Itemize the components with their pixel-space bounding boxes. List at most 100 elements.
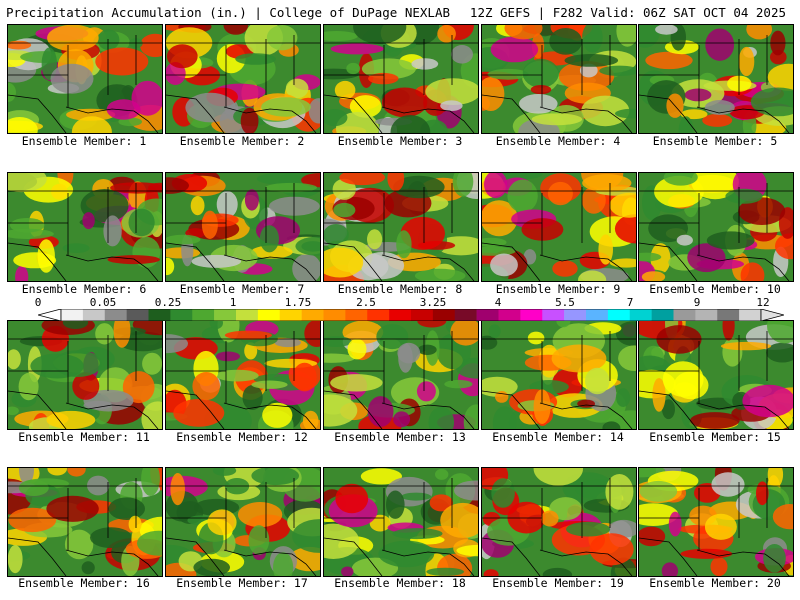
- colorbar-swatch: [367, 309, 390, 321]
- colorbar-swatch: [564, 309, 587, 321]
- precip-field-map: [324, 173, 478, 281]
- colorbar-right-arrow: [760, 309, 784, 321]
- ensemble-member-label: Ensemble Member: 14: [492, 430, 624, 444]
- colorbar-swatch: [82, 309, 106, 321]
- ensemble-member-label: Ensemble Member: 16: [18, 576, 150, 590]
- colorbar-swatch: [739, 309, 762, 321]
- ensemble-map-panel: [481, 467, 637, 577]
- ensemble-map-panel: [323, 172, 479, 282]
- precip-field-map: [482, 25, 636, 133]
- ensemble-member-label: Ensemble Member: 1: [21, 134, 147, 148]
- ensemble-member-label: Ensemble Member: 12: [176, 430, 308, 444]
- run-valid-time: 12Z GEFS | F282 Valid: 06Z SAT OCT 04 20…: [469, 5, 786, 20]
- colorbar-tick-label: 9: [693, 296, 701, 309]
- colorbar-swatch: [126, 309, 149, 321]
- colorbar-tick-label: 12: [756, 296, 770, 309]
- precip-field-map: [166, 25, 320, 133]
- ensemble-member-label: Ensemble Member: 10: [649, 282, 781, 296]
- ensemble-map-panel: [165, 467, 321, 577]
- colorbar-tick-label: 1.75: [284, 296, 312, 309]
- colorbar-tick-label: 3.25: [419, 296, 447, 309]
- ensemble-map-panel: [323, 24, 479, 134]
- colorbar-left-arrow: [38, 309, 62, 321]
- precip-field-map: [639, 173, 793, 281]
- colorbar-swatch: [323, 309, 346, 321]
- ensemble-map-panel: [165, 172, 321, 282]
- colorbar-swatch: [214, 309, 237, 321]
- precip-colorbar: [38, 309, 784, 321]
- colorbar-swatch: [257, 309, 281, 321]
- colorbar-swatch: [61, 309, 84, 321]
- precip-field-map: [482, 173, 636, 281]
- colorbar-tick-label: 2.5: [356, 296, 376, 309]
- colorbar-swatch: [236, 309, 259, 321]
- colorbar-swatch: [607, 309, 631, 321]
- ensemble-map-panel: [7, 320, 163, 430]
- precip-field-map: [639, 25, 793, 133]
- colorbar-tick-label: 7: [626, 296, 634, 309]
- ensemble-member-label: Ensemble Member: 13: [334, 430, 466, 444]
- colorbar-swatch: [279, 309, 302, 321]
- ensemble-map-panel: [7, 467, 163, 577]
- colorbar-swatch: [389, 309, 412, 321]
- ensemble-member-label: Ensemble Member: 11: [18, 430, 150, 444]
- ensemble-member-label: Ensemble Member: 8: [337, 282, 463, 296]
- colorbar-swatch: [476, 309, 499, 321]
- colorbar-swatch: [301, 309, 324, 321]
- colorbar-swatch: [498, 309, 521, 321]
- precip-field-map: [324, 321, 478, 429]
- ensemble-member-label: Ensemble Member: 5: [652, 134, 778, 148]
- ensemble-map-panel: [638, 172, 794, 282]
- ensemble-map-panel: [323, 320, 479, 430]
- ensemble-member-label: Ensemble Member: 2: [179, 134, 305, 148]
- ensemble-member-label: Ensemble Member: 19: [492, 576, 624, 590]
- precip-field-map: [8, 25, 162, 133]
- ensemble-map-panel: [323, 467, 479, 577]
- colorbar-tick-label: 5.5: [555, 296, 575, 309]
- colorbar-swatch: [629, 309, 652, 321]
- precip-field-map: [639, 468, 793, 576]
- map-title: Precipitation Accumulation (in.) | Colle…: [6, 5, 451, 20]
- precip-field-map: [166, 321, 320, 429]
- ensemble-map-panel: [481, 24, 637, 134]
- colorbar-swatch: [673, 309, 696, 321]
- colorbar-swatch: [411, 309, 434, 321]
- colorbar-tick-label: 0.05: [89, 296, 117, 309]
- colorbar-swatch: [345, 309, 368, 321]
- colorbar-tick-label: 0: [34, 296, 42, 309]
- colorbar-tick-label: 1: [229, 296, 237, 309]
- colorbar-tick-label: 0.25: [154, 296, 182, 309]
- ensemble-map-panel: [638, 467, 794, 577]
- colorbar-swatch: [148, 309, 171, 321]
- colorbar-swatch: [651, 309, 674, 321]
- precip-field-map: [8, 173, 162, 281]
- ensemble-map-panel: [165, 320, 321, 430]
- ensemble-map-panel: [165, 24, 321, 134]
- precip-field-map: [482, 468, 636, 576]
- colorbar-swatch: [695, 309, 718, 321]
- ensemble-member-label: Ensemble Member: 15: [649, 430, 781, 444]
- ensemble-member-label: Ensemble Member: 6: [21, 282, 147, 296]
- colorbar-swatch: [432, 309, 456, 321]
- ensemble-map-panel: [638, 320, 794, 430]
- ensemble-map-panel: [638, 24, 794, 134]
- precip-field-map: [324, 468, 478, 576]
- precip-field-map: [8, 321, 162, 429]
- precip-field-map: [482, 321, 636, 429]
- ensemble-member-label: Ensemble Member: 17: [176, 576, 308, 590]
- precip-field-map: [324, 25, 478, 133]
- ensemble-member-label: Ensemble Member: 7: [179, 282, 305, 296]
- ensemble-map-panel: [481, 172, 637, 282]
- ensemble-map-panel: [7, 172, 163, 282]
- precip-field-map: [166, 173, 320, 281]
- ensemble-member-label: Ensemble Member: 18: [334, 576, 466, 590]
- precip-field-map: [639, 321, 793, 429]
- colorbar-swatch: [717, 309, 740, 321]
- precip-field-map: [166, 468, 320, 576]
- precip-field-map: [8, 468, 162, 576]
- colorbar-swatch: [104, 309, 127, 321]
- colorbar-swatch: [454, 309, 477, 321]
- colorbar-swatch: [542, 309, 565, 321]
- colorbar-tick-label: 4: [494, 296, 502, 309]
- ensemble-map-panel: [7, 24, 163, 134]
